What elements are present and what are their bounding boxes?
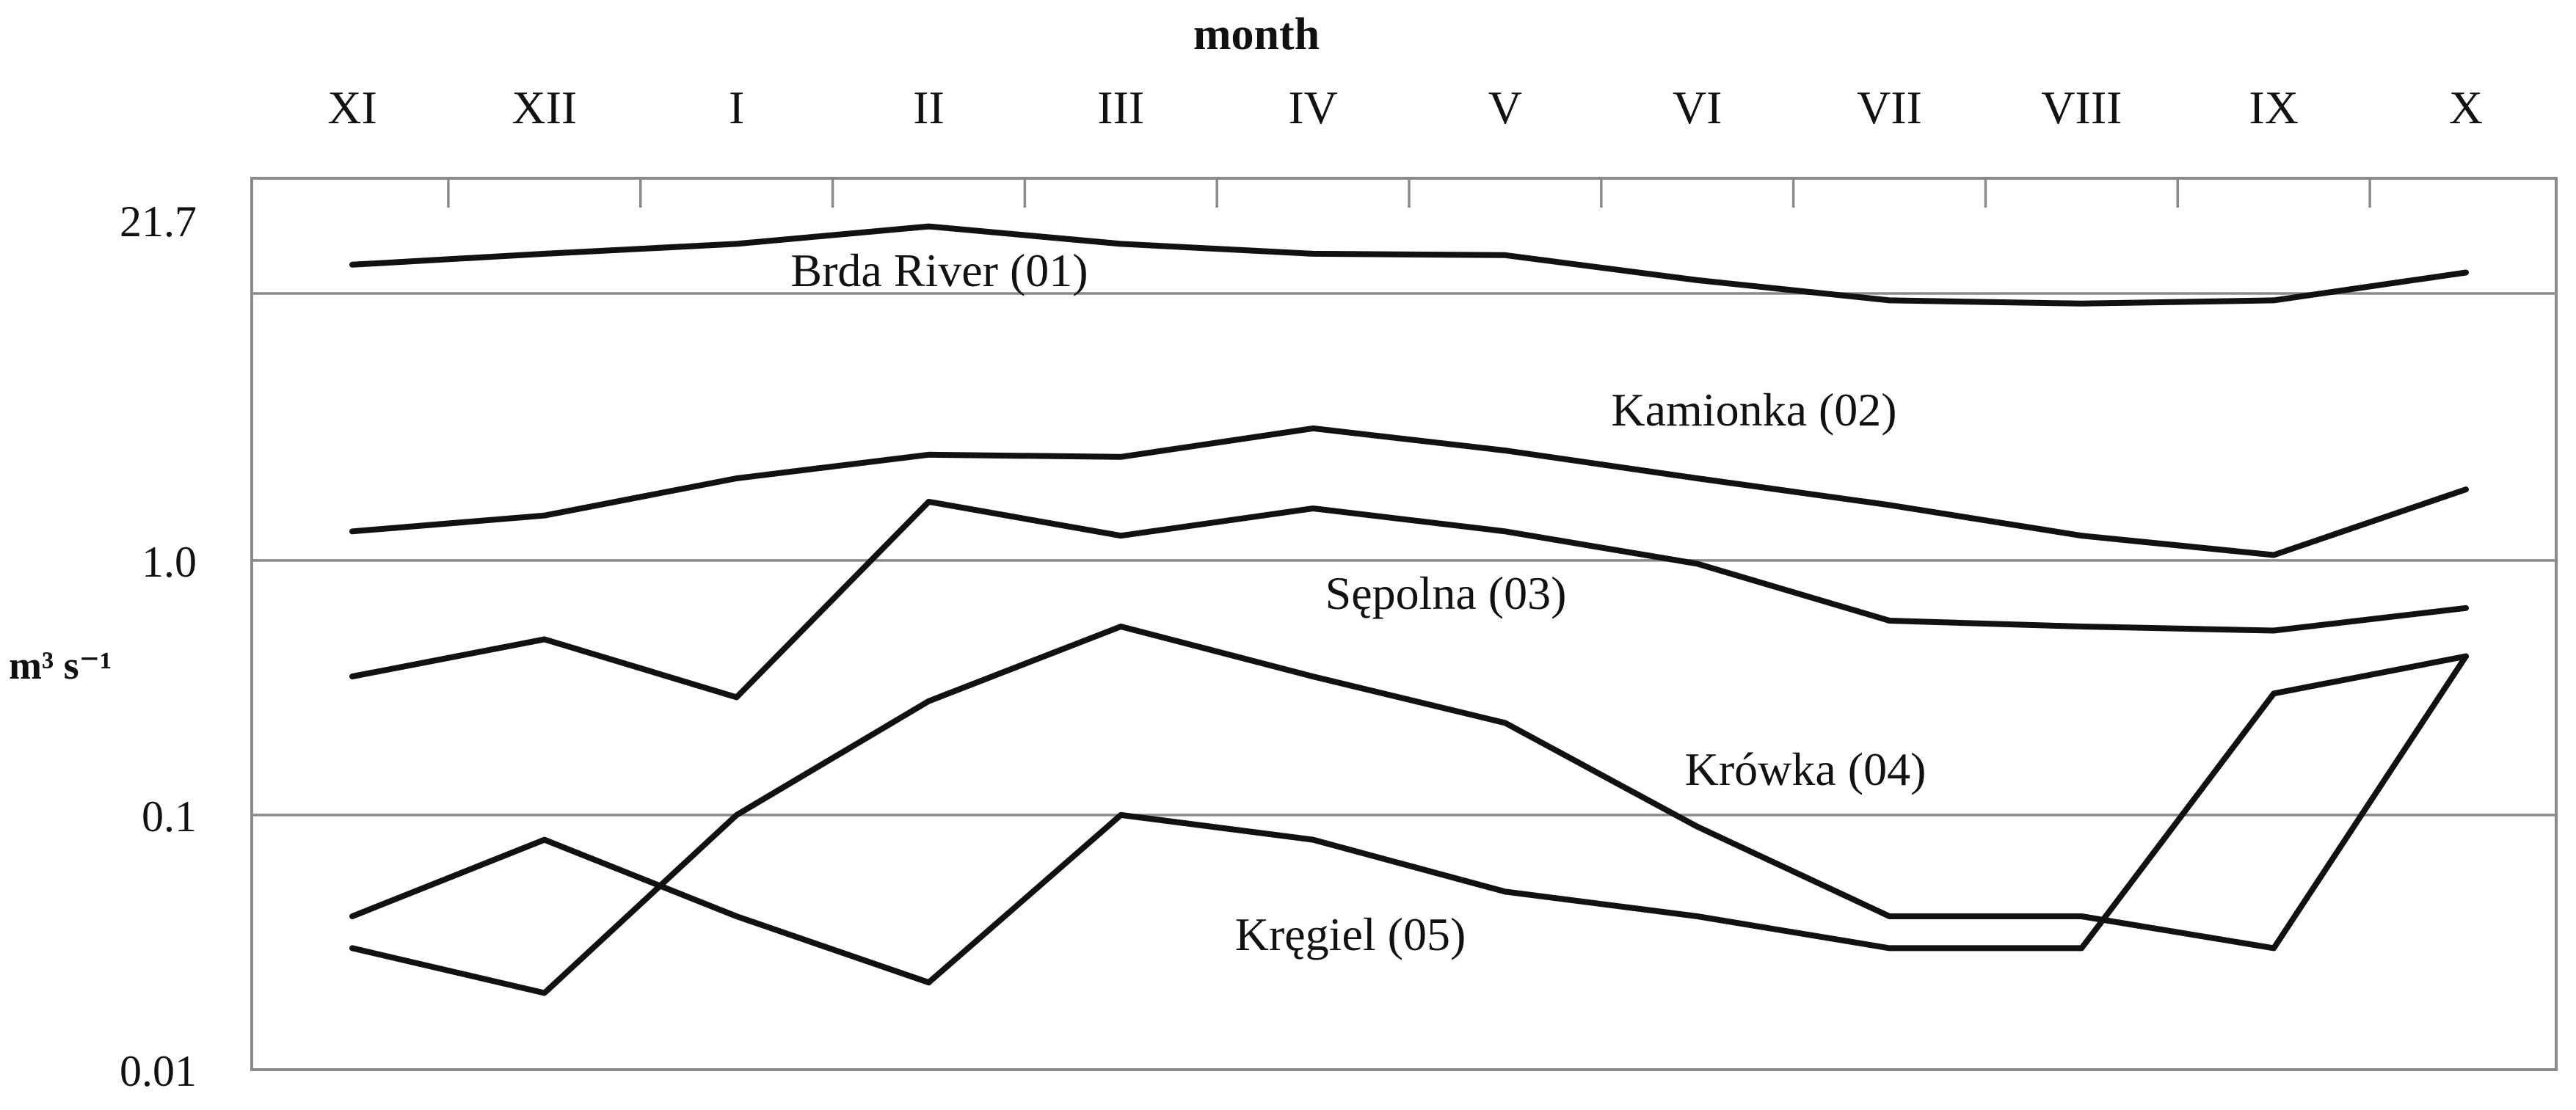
x-tick-label: VII [1857,81,1922,134]
x-tick-label: VI [1673,81,1722,134]
x-axis-title: month [1193,10,1320,59]
x-tick-label: X [2449,81,2483,134]
gridlines [252,292,2556,817]
series-line-4 [349,653,2469,986]
series-line-2 [349,425,2469,558]
series-labels: Brda River (01) Kamionka (02) Sępolna (03)… [790,244,1926,960]
y-tick-label: 1.0 [142,538,197,586]
x-tick-marks [447,178,2371,208]
y-axis-title: m³ s⁻¹ [9,643,112,687]
x-tick-labels: XI XII I II III IV V VI VII VIII IX X [327,81,2483,134]
series-label-5: Kręgiel (05) [1235,908,1466,960]
y-tick-labels: 21.7 1.0 0.1 0.01 [120,197,197,1095]
series-label-1: Brda River (01) [790,244,1088,296]
x-tick-label: III [1097,81,1144,134]
series-line-1 [349,223,2469,307]
series-label-2: Kamionka (02) [1611,384,1896,436]
x-tick-label: IX [2249,81,2299,134]
y-tick-label: 21.7 [120,197,197,246]
x-tick-label: IV [1288,81,1338,134]
series-label-3: Sępolna (03) [1325,567,1567,619]
y-tick-label: 0.1 [142,792,197,841]
plot-frame [250,177,2558,1071]
x-tick-label: II [913,81,945,134]
series-line-5 [349,624,2469,996]
x-tick-label: XI [327,81,377,134]
x-tick-label: V [1488,81,1522,134]
x-tick-label: VIII [2041,81,2122,134]
x-tick-label: XII [512,81,577,134]
series-line-3 [349,498,2469,701]
series-lines [349,223,2469,996]
y-tick-label: 0.01 [120,1047,197,1095]
x-tick-label: I [729,81,744,134]
series-label-4: Krówka (04) [1685,743,1926,795]
